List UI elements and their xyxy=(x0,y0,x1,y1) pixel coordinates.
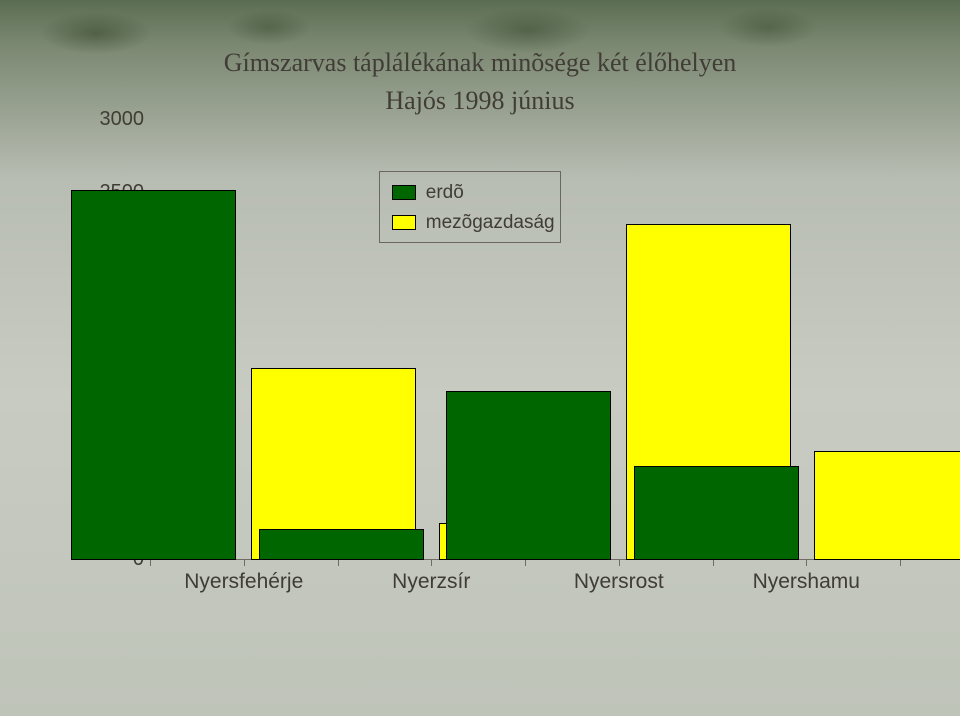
y-tick-label: 3000 xyxy=(94,108,144,131)
legend-item: erdõ xyxy=(392,182,464,204)
bar xyxy=(259,529,424,560)
plot-area: 050010001500200025003000NyersfehérjeNyer… xyxy=(150,120,900,560)
bar xyxy=(71,190,236,560)
x-category-label: Nyersrost xyxy=(525,570,713,594)
x-category-label: Nyershamu xyxy=(713,570,901,594)
legend-swatch xyxy=(392,215,416,230)
legend-swatch xyxy=(392,185,416,200)
bar xyxy=(634,466,799,560)
x-tick xyxy=(150,560,151,566)
x-tick xyxy=(619,560,620,566)
x-tick xyxy=(900,560,901,566)
chart-title-line1: Gímszarvas táplálékának minõsége két élő… xyxy=(0,48,960,78)
x-tick xyxy=(431,560,432,566)
bar xyxy=(446,391,611,560)
legend-label: mezõgazdaság xyxy=(426,212,555,234)
x-category-label: Nyerzsír xyxy=(338,570,526,594)
legend-label: erdõ xyxy=(426,182,464,204)
chart-container: Felvett tápanyag (g/10kg) 05001000150020… xyxy=(70,100,910,620)
x-tick xyxy=(244,560,245,566)
x-tick xyxy=(525,560,526,566)
bar xyxy=(814,451,960,560)
x-tick xyxy=(338,560,339,566)
legend-item: mezõgazdaság xyxy=(392,212,555,234)
slide: Gímszarvas táplálékának minõsége két élő… xyxy=(0,0,960,716)
x-category-label: Nyersfehérje xyxy=(150,570,338,594)
x-tick xyxy=(713,560,714,566)
legend: erdõ mezõgazdaság xyxy=(379,171,561,243)
x-tick xyxy=(806,560,807,566)
